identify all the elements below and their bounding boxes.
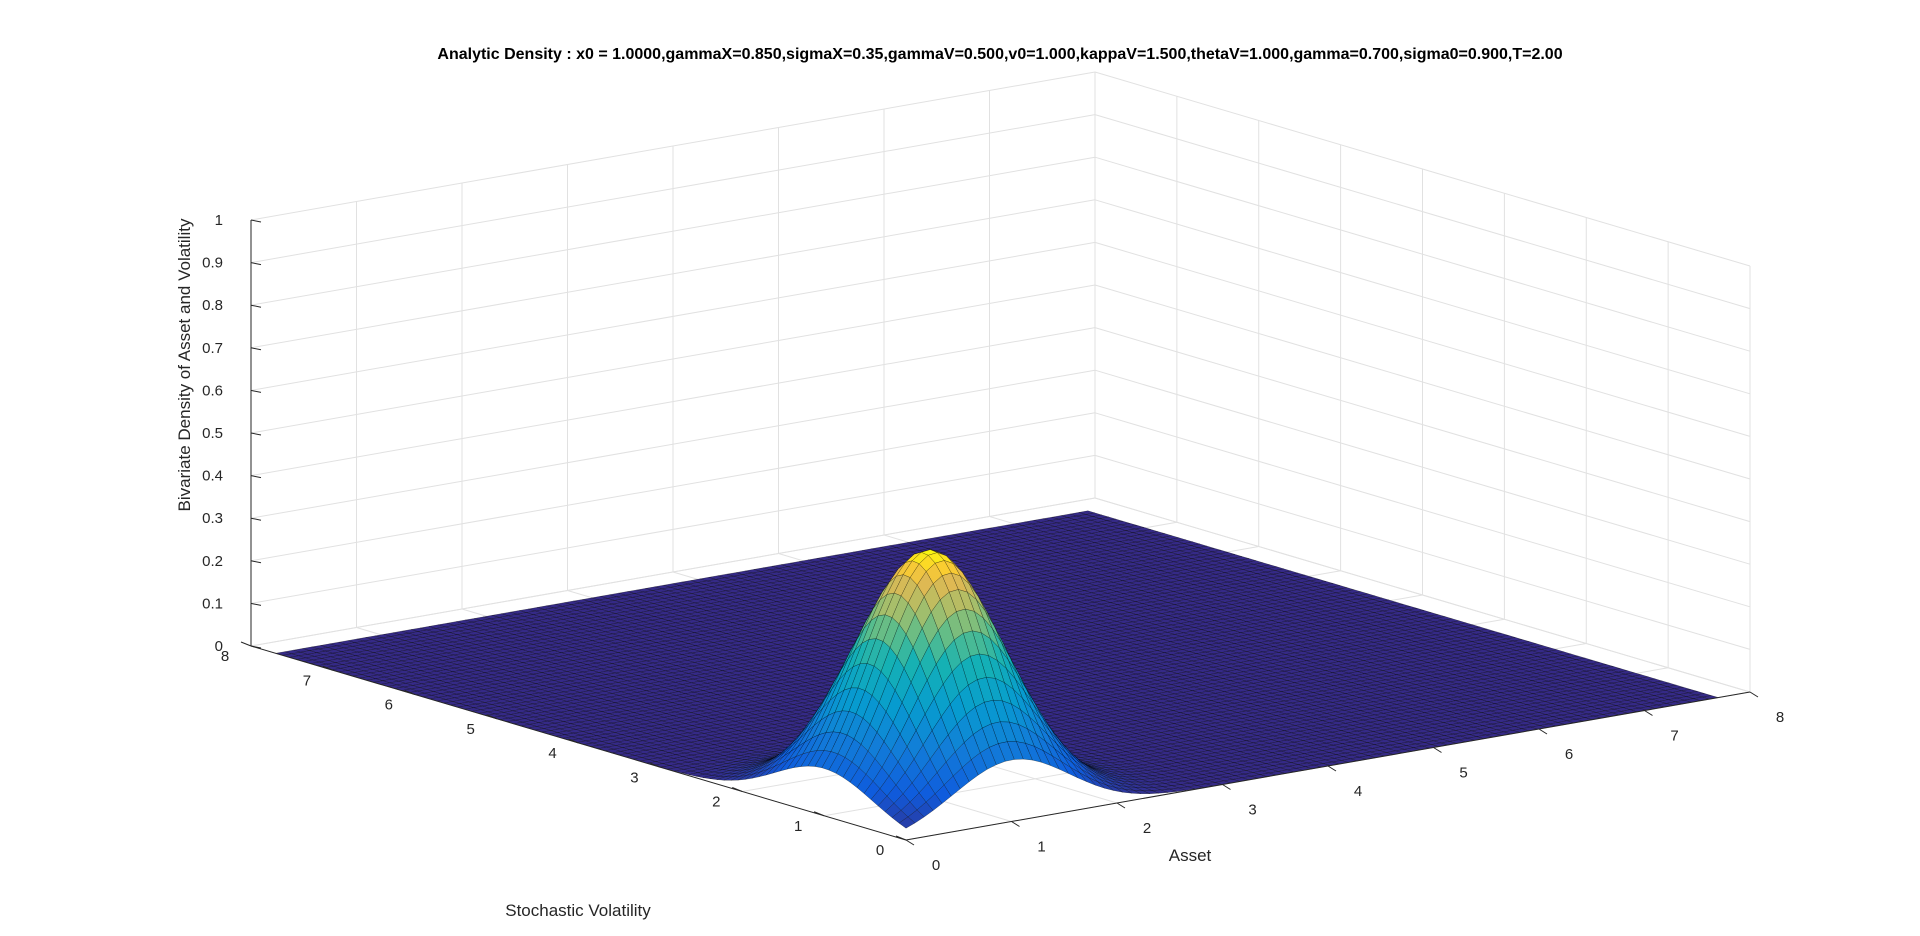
gridline-backwall-z [250,71,1096,221]
gridline-sidewall-z [1094,199,1751,395]
gridline-sidewall-z [1094,241,1751,437]
gridline-sidewall-z [1094,156,1751,352]
gridline-backwall-z [250,497,1096,647]
gridline-sidewall-z [1094,454,1751,650]
chart-title: Analytic Density : x0 = 1.0000,gammaX=0.… [437,46,1562,63]
gridline-sidewall-z [1094,369,1751,565]
gridline-sidewall-z [1094,71,1751,267]
gridline-sidewall-z [1094,497,1751,693]
gridline-backwall-z [250,199,1096,349]
gridline-backwall-z [250,412,1096,562]
gridline-backwall-z [250,369,1096,519]
gridline-backwall-z [250,284,1096,434]
density-surface [275,510,1719,829]
gridline-sidewall-z [1094,412,1751,608]
gridline-sidewall-z [1094,114,1751,310]
gridline-backwall-z [250,114,1096,264]
gridline-backwall-z [250,327,1096,477]
gridline-backwall-z [250,241,1096,391]
gridline-backwall-z [250,454,1096,604]
gridline-sidewall-z [1094,284,1751,480]
gridline-sidewall-z [1094,327,1751,523]
gridline-backwall-z [250,156,1096,306]
